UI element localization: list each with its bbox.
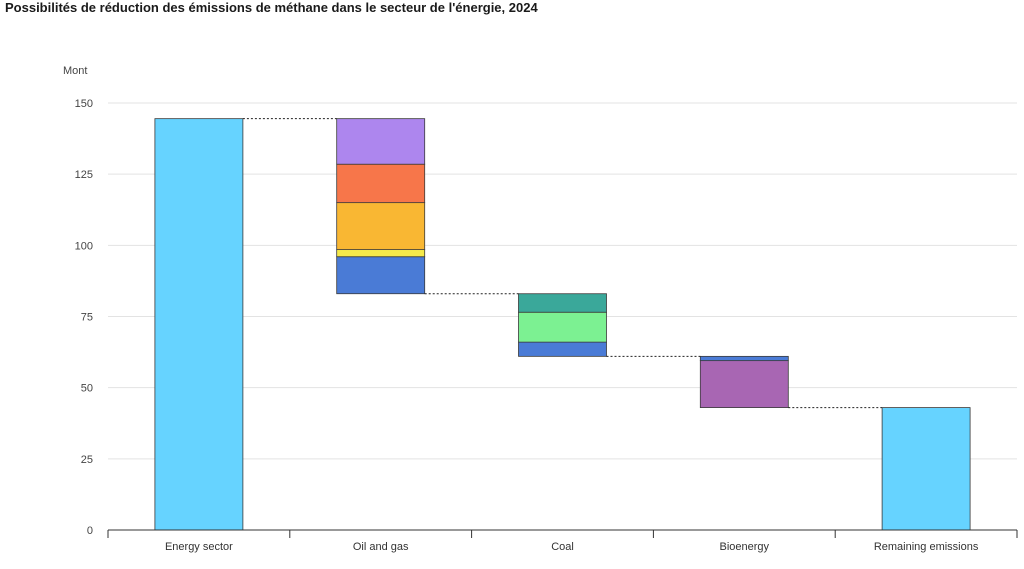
bar-segment <box>881 407 971 531</box>
y-tick-label: 100 <box>75 240 93 252</box>
y-axis-label: Mont <box>63 65 87 77</box>
bar-segment <box>336 202 426 251</box>
bar-segment <box>699 355 789 362</box>
bar-segment <box>336 163 426 204</box>
bar-segment <box>336 256 426 295</box>
axes: 0 25 50 75 100 125 150 Mont Energy sector Oil and… <box>63 65 1018 553</box>
y-tick-label: 75 <box>81 312 93 324</box>
bar-segment <box>518 341 607 357</box>
bar-segment <box>699 360 789 408</box>
y-tick-label: 125 <box>75 169 93 181</box>
bar-segment <box>518 311 607 343</box>
x-tick-label: Coal <box>551 541 574 553</box>
y-tick-label: 50 <box>81 383 93 395</box>
bar-segment <box>154 118 244 531</box>
y-tick-label: 150 <box>75 98 93 110</box>
x-tick-label: Energy sector <box>165 541 233 553</box>
bar-segment <box>336 118 426 165</box>
bars <box>154 118 971 531</box>
gridlines <box>108 102 1017 460</box>
y-tick-label: 25 <box>81 454 93 466</box>
chart-title: Possibilités de réduction des émissions … <box>5 0 538 15</box>
x-tick-label: Oil and gas <box>353 541 409 553</box>
x-tick-label: Bioenergy <box>720 541 770 553</box>
x-tick-label: Remaining emissions <box>874 541 979 553</box>
y-tick-label: 0 <box>87 525 93 537</box>
bar-segment <box>518 293 607 313</box>
bar-segment <box>336 249 426 258</box>
